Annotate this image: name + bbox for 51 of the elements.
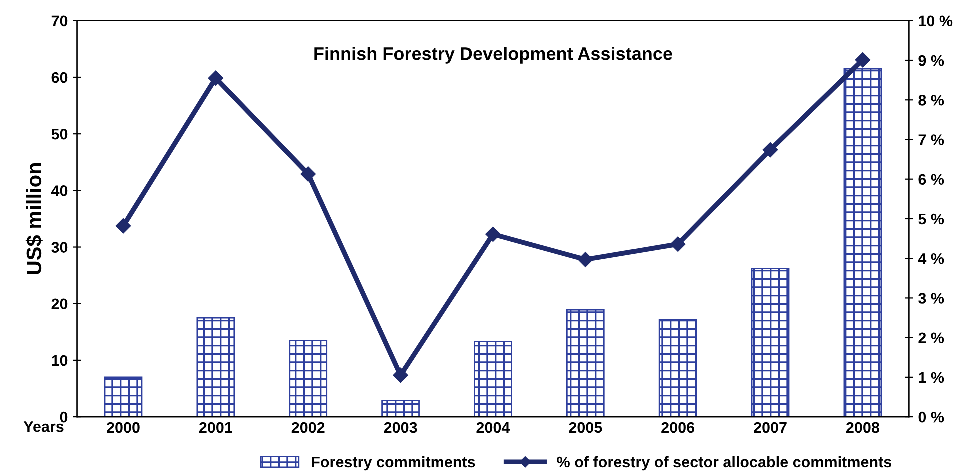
point	[578, 252, 594, 268]
point	[670, 236, 686, 252]
bar	[751, 268, 790, 418]
point	[116, 218, 132, 234]
y2-tick-label: 10 %	[919, 16, 953, 27]
bar	[566, 309, 605, 418]
y-tick-label: 50	[52, 128, 68, 140]
y-tick-label: 10	[52, 355, 68, 366]
point	[208, 70, 224, 86]
point	[486, 226, 501, 242]
bar	[196, 317, 236, 418]
y2-tick-label: 7 %	[918, 134, 944, 146]
text: Finnish Forestry Development Assistance	[314, 47, 672, 64]
x-tick-label: 2007	[754, 422, 787, 434]
y2-tick-label: 8 %	[918, 95, 944, 106]
y2-tick-label: 5 %	[918, 214, 944, 225]
x-tick-label: 2001	[199, 422, 232, 434]
legend-label: % of forestry of sector allocable commitments	[557, 456, 892, 471]
y-axis-title: US$ million	[26, 164, 43, 274]
y-tick-label: 40	[51, 186, 68, 196]
point	[762, 142, 778, 158]
x-tick-label: 2006	[662, 422, 695, 434]
y-tick-label: 60	[52, 72, 68, 84]
bar	[382, 400, 420, 418]
bar	[289, 340, 328, 418]
bar	[104, 376, 143, 418]
point	[855, 52, 871, 68]
bar	[474, 341, 512, 418]
legend-label: Forestry commitments	[312, 456, 476, 471]
y-tick-label: 20	[52, 298, 68, 310]
y2-tick-label: 9 %	[918, 55, 944, 66]
y2-tick-label: 1 %	[919, 372, 944, 384]
x-tick-label: 2008	[846, 422, 880, 434]
y2-tick-label: 6 %	[918, 174, 944, 186]
point	[300, 166, 316, 182]
x-tick-label: 2002	[292, 422, 325, 434]
y2-tick-label: 4 %	[918, 253, 944, 264]
x-tick-label: 2005	[569, 422, 602, 434]
point	[393, 368, 408, 384]
y2-tick-label: 2 %	[918, 332, 944, 344]
y-tick-label: 0	[60, 412, 68, 423]
x-tick-label: 2000	[107, 422, 140, 434]
y2-tick-label: 0 %	[918, 412, 944, 423]
x-tick-label: 2004	[476, 422, 510, 434]
y-tick-label: 30	[52, 242, 68, 253]
x-tick-label: 2003	[384, 422, 418, 434]
y-tick-label: 70	[52, 16, 68, 27]
x-axis-title: Years	[24, 422, 64, 432]
bar	[658, 319, 698, 418]
y2-tick-label: 3 %	[918, 293, 944, 304]
bar	[844, 68, 882, 418]
